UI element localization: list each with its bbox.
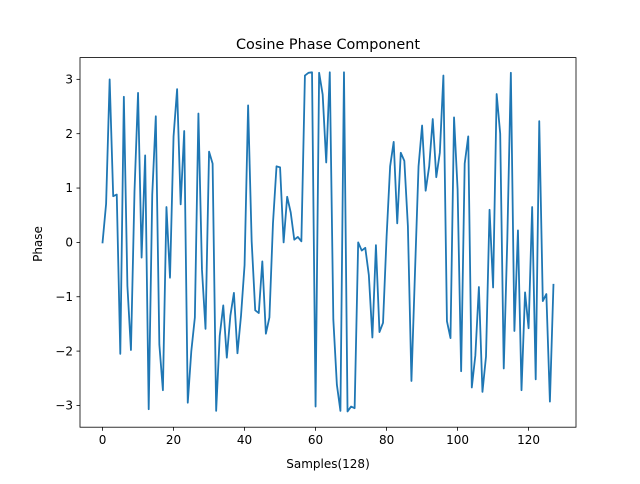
y-tick-label: 2 — [65, 127, 73, 141]
series-layer — [101, 71, 555, 413]
plot-area-frame — [79, 57, 577, 428]
x-tick-label: 80 — [379, 433, 394, 447]
x-tick-label: 120 — [517, 433, 540, 447]
y-tick-label: −1 — [55, 290, 73, 304]
y-tick-label: 0 — [65, 236, 73, 250]
axis-ticks: 0 20 40 60 80 100 120 −3 −2 −1 0 1 2 3 — [55, 73, 540, 448]
y-tick-label: −2 — [55, 344, 73, 358]
y-tick-label: 3 — [65, 73, 73, 87]
x-tick-label: 100 — [446, 433, 469, 447]
x-axis-label: Samples(128) — [286, 457, 370, 471]
x-tick-label: 40 — [237, 433, 252, 447]
chart-title: Cosine Phase Component — [236, 37, 420, 53]
x-tick-label: 60 — [308, 433, 323, 447]
y-tick-label: 1 — [65, 181, 73, 195]
x-tick-label: 20 — [166, 433, 181, 447]
y-tick-label: −3 — [55, 399, 73, 413]
y-axis-label: Phase — [31, 226, 45, 262]
series-line — [101, 71, 555, 413]
x-tick-label: 0 — [99, 433, 107, 447]
